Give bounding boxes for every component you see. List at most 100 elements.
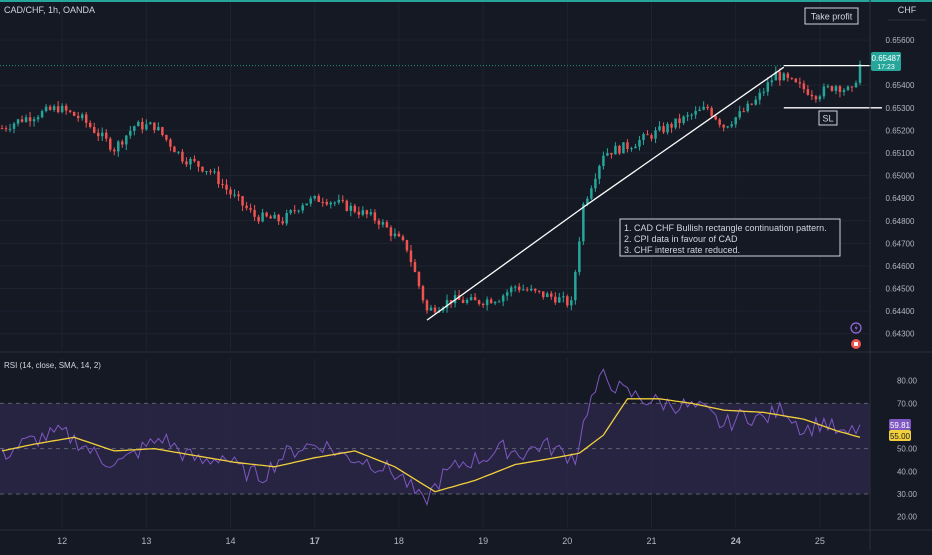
candle-body[interactable] [297,210,300,212]
candle-body[interactable] [209,171,212,173]
candle-body[interactable] [594,178,597,189]
candle-body[interactable] [361,210,365,215]
candle-body[interactable] [582,204,585,242]
candle-body[interactable] [806,89,810,95]
candle-body[interactable] [309,198,312,204]
candle-body[interactable] [48,106,52,110]
candle-body[interactable] [818,96,822,100]
candle-body[interactable] [377,220,381,225]
candle-body[interactable] [445,299,449,308]
candle-body[interactable] [782,73,786,81]
candle-body[interactable] [842,90,846,92]
candle-body[interactable] [52,106,56,110]
candle-body[interactable] [385,222,389,228]
candle-body[interactable] [369,212,373,215]
candle-body[interactable] [253,209,256,217]
candle-body[interactable] [169,139,172,147]
candle-body[interactable] [381,222,385,225]
candle-body[interactable] [465,300,469,303]
candle-body[interactable] [189,158,192,165]
candle-body[interactable] [533,288,537,291]
candle-body[interactable] [566,296,569,306]
candle-body[interactable] [830,86,834,91]
candle-body[interactable] [846,86,850,91]
candle-body[interactable] [337,199,341,203]
candle-body[interactable] [24,117,28,122]
candle-body[interactable] [513,286,517,288]
candle-body[interactable] [790,77,794,79]
candle-body[interactable] [421,286,425,301]
candle-body[interactable] [538,290,541,292]
trendline-1[interactable] [426,206,584,321]
candle-body[interactable] [570,300,573,306]
candle-body[interactable] [329,202,333,205]
candle-body[interactable] [433,307,437,313]
candle-body[interactable] [461,299,465,303]
candle-body[interactable] [185,161,188,165]
candle-body[interactable] [113,149,116,152]
candle-body[interactable] [105,132,108,139]
candle-body[interactable] [281,221,284,224]
candle-body[interactable] [133,126,136,131]
candle-body[interactable] [341,199,345,201]
candle-body[interactable] [237,194,240,197]
candle-body[interactable] [109,138,112,150]
candle-body[interactable] [117,141,120,152]
candle-body[interactable] [546,293,549,298]
candle-body[interactable] [221,183,224,185]
candle-body[interactable] [72,111,76,116]
candle-body[interactable] [249,208,252,210]
candle-body[interactable] [734,117,737,125]
candle-body[interactable] [80,114,84,119]
trendline-2[interactable] [582,66,785,208]
candle-body[interactable] [389,227,393,237]
candle-body[interactable] [670,124,673,128]
candle-body[interactable] [578,241,581,273]
candle-body[interactable] [257,216,260,222]
candle-body[interactable] [786,73,790,78]
candle-body[interactable] [44,106,48,112]
candle-body[interactable] [100,132,104,137]
candle-body[interactable] [505,292,509,296]
candle-body[interactable] [205,171,208,173]
candle-body[interactable] [32,119,36,122]
candle-body[interactable] [854,82,858,88]
stop-loss-label[interactable]: SL [818,110,838,126]
candle-body[interactable] [373,212,377,221]
candle-body[interactable] [586,198,589,205]
candle-body[interactable] [778,71,782,81]
candle-body[interactable] [558,297,561,303]
rsi-series[interactable] [1,368,861,507]
candle-body[interactable] [469,297,473,301]
candle-body[interactable] [273,214,276,219]
candle-body[interactable] [4,128,8,130]
candle-body[interactable] [521,289,525,291]
candle-body[interactable] [698,109,701,111]
candle-body[interactable] [554,296,557,303]
candle-body[interactable] [746,103,749,112]
candle-body[interactable] [718,119,721,125]
candle-body[interactable] [121,141,124,145]
candle-body[interactable] [682,116,685,123]
candle-body[interactable] [850,86,854,88]
candle-body[interactable] [529,288,533,291]
currency-label[interactable]: CHF [898,5,917,15]
candle-body[interactable] [16,119,20,124]
level-lines[interactable] [0,64,882,109]
candle-body[interactable] [349,205,353,211]
candle-body[interactable] [333,202,337,204]
candle-body[interactable] [229,189,232,195]
candle-body[interactable] [353,205,357,212]
candle-body[interactable] [810,94,814,97]
candle-body[interactable] [501,295,505,302]
candle-body[interactable] [177,151,180,153]
candle-body[interactable] [36,117,40,120]
candle-body[interactable] [650,135,653,139]
candle-body[interactable] [642,134,645,140]
candle-body[interactable] [405,240,409,251]
candle-body[interactable] [425,300,429,311]
candle-body[interactable] [477,300,481,304]
candle-body[interactable] [193,158,196,162]
candle-body[interactable] [702,106,705,110]
candle-body[interactable] [321,201,324,203]
